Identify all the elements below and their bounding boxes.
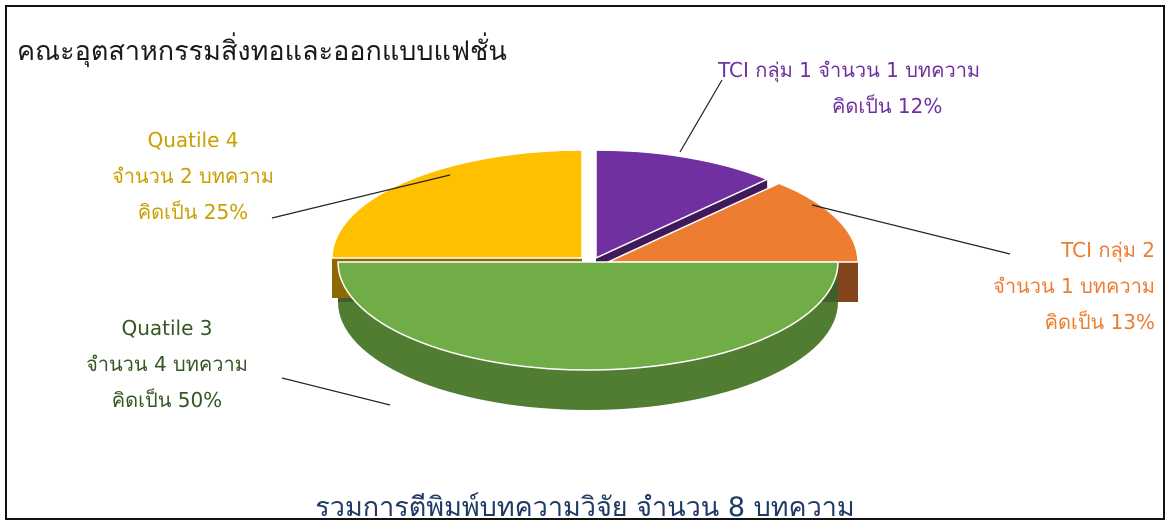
slice-label-tci2: TCI กลุ่ม 2 จำนวน 1 บทความ คิดเป็น 13% [993,232,1155,340]
leader-line-q3 [281,377,391,406]
chart-title: คณะอุตสาหกรรมสิ่งทอและออกแบบแฟชั่น [17,36,507,67]
pie-slice-q4 [331,149,583,259]
leader-line-tci2 [811,204,1011,255]
slice-label-tci2-line3: คิดเป็น 13% [1044,310,1155,334]
slice-label-tci2-line2: จำนวน 1 บทความ [993,274,1155,298]
slice-label-tci1-line2: คิดเป็น 12% [832,94,943,118]
slice-label-q3-line1: Quatile 3 [121,316,213,340]
pie-slice-tci2 [607,182,859,263]
leader-line-tci1 [679,79,723,153]
pie-slice-tci1 [595,149,770,260]
chart-subtitle: รวมการตีพิมพ์บทความวิจัย จำนวน 8 บทความ [315,492,855,523]
slice-label-q3-line2: จำนวน 4 บทความ [86,352,248,376]
slice-label-q4-line3: คิดเป็น 25% [137,200,249,224]
slice-label-tci1-line1: TCI กลุ่ม 1 จำนวน 1 บทความ [718,58,981,82]
slice-label-q4-line1: Quatile 4 [147,128,239,152]
pie-slice-q3 [337,261,839,371]
slice-label-q3: Quatile 3 จำนวน 4 บทความ คิดเป็น 50% [52,310,282,418]
leader-line-q4 [271,174,451,219]
chart-frame: คณะอุตสาหกรรมสิ่งทอและออกแบบแฟชั่น รวมกา… [5,5,1165,523]
pie-slice-side-q3 [338,262,838,410]
slice-label-tci1: TCI กลุ่ม 1 จำนวน 1 บทความ คิดเป็น 12% [718,52,980,124]
slice-label-q3-line3: คิดเป็น 50% [111,388,223,412]
slice-label-q4: Quatile 4 จำนวน 2 บทความ คิดเป็น 25% [78,122,308,230]
slice-label-tci2-line1: TCI กลุ่ม 2 [1061,238,1155,262]
slice-label-q4-line2: จำนวน 2 บทความ [112,164,274,188]
